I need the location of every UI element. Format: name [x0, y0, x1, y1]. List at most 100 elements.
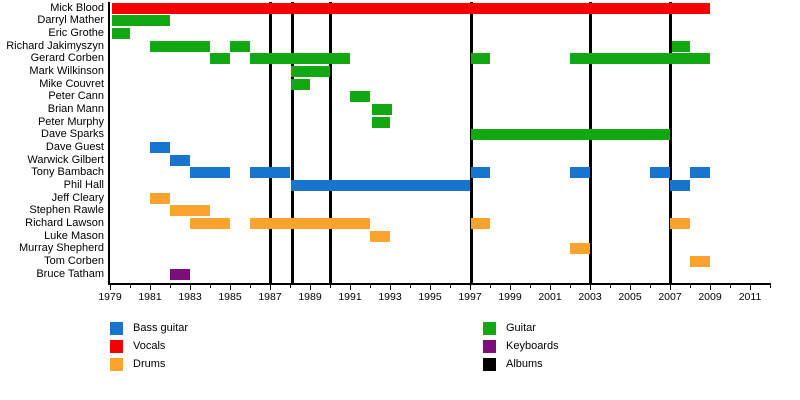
legend-swatch-vocals: [110, 340, 123, 353]
member-bar: [250, 53, 350, 65]
member-bar: [112, 2, 710, 14]
member-label: Peter Cann: [48, 90, 104, 103]
member-label: Brian Mann: [47, 102, 104, 115]
member-bar: [291, 179, 470, 191]
axis-tick: [769, 284, 771, 288]
axis-tick: [529, 284, 531, 288]
member-label: Tom Corben: [44, 254, 104, 267]
axis-tick: [349, 284, 351, 290]
axis-tick: [489, 284, 491, 288]
member-bar: [570, 167, 590, 179]
member-bar: [210, 53, 230, 65]
axis-tick: [509, 284, 511, 290]
member-bar: [690, 255, 710, 267]
axis-tick: [689, 284, 691, 288]
member-bar: [250, 167, 290, 179]
axis-tick: [609, 284, 611, 288]
member-label: Bruce Tatham: [36, 267, 104, 280]
axis-tick-label: 2003: [578, 290, 602, 303]
member-label: Mike Couvret: [39, 77, 104, 90]
axis-tick: [749, 284, 751, 290]
album-line: [469, 2, 473, 284]
member-bar: [170, 205, 210, 217]
album-line: [290, 2, 294, 284]
x-axis-line: [107, 282, 771, 285]
member-bar: [372, 103, 392, 115]
member-label: Phil Hall: [63, 178, 104, 191]
axis-tick-label: 1989: [298, 290, 322, 303]
member-bar: [690, 167, 710, 179]
member-label: Dave Guest: [45, 140, 104, 153]
member-label: Tony Bambach: [31, 166, 104, 179]
member-label: Gerard Corben: [30, 52, 104, 65]
axis-tick: [449, 284, 451, 288]
axis-tick-label: 2001: [538, 290, 562, 303]
member-label: Eric Grothe: [48, 26, 104, 39]
member-bar: [150, 40, 210, 52]
member-bar: [650, 167, 670, 179]
axis-tick-label: 1995: [418, 290, 442, 303]
legend-swatch-bass-guitar: [110, 322, 123, 335]
legend-label-bass-guitar: Bass guitar: [133, 322, 189, 334]
member-bar: [670, 217, 690, 229]
legend-swatch-drums: [110, 358, 123, 371]
axis-tick-label: 1983: [178, 290, 202, 303]
axis-tick-label: 2005: [618, 290, 642, 303]
member-bar: [112, 15, 170, 27]
axis-tick: [669, 284, 671, 290]
legend-swatch-guitar: [483, 322, 496, 335]
member-label: Peter Murphy: [37, 115, 104, 128]
member-bar: [291, 65, 330, 77]
axis-tick: [589, 284, 591, 290]
album-line: [588, 2, 592, 284]
member-bar: [170, 268, 190, 280]
axis-tick: [189, 284, 191, 290]
member-label: Mick Blood: [50, 1, 104, 14]
member-bar: [150, 141, 170, 153]
axis-tick: [109, 284, 111, 290]
member-bar: [471, 167, 490, 179]
member-label: Jeff Cleary: [51, 191, 104, 204]
member-label: Luke Mason: [44, 229, 104, 242]
axis-tick: [229, 284, 231, 290]
member-bar: [570, 53, 710, 65]
axis-tick-label: 1991: [338, 290, 362, 303]
member-label: Warwick Gilbert: [27, 153, 104, 166]
member-label: Stephen Rawle: [29, 204, 104, 217]
member-bar: [370, 230, 390, 242]
member-bar: [190, 167, 230, 179]
member-label: Richard Lawson: [25, 216, 104, 229]
member-bar: [150, 192, 170, 204]
axis-tick-label: 1999: [498, 290, 522, 303]
member-bar: [350, 91, 370, 103]
member-label: Richard Jakimyszyn: [6, 39, 104, 52]
axis-tick: [269, 284, 271, 290]
axis-tick: [469, 284, 471, 290]
axis-tick-label: 1979: [98, 290, 122, 303]
member-bar: [471, 53, 490, 65]
axis-tick: [429, 284, 431, 290]
member-bar: [471, 217, 490, 229]
member-bar: [112, 27, 130, 39]
member-bar: [670, 179, 690, 191]
axis-tick: [649, 284, 651, 288]
axis-tick-label: 2011: [738, 290, 762, 303]
axis-tick: [709, 284, 711, 290]
axis-tick-label: 2007: [658, 290, 682, 303]
member-bar: [672, 40, 690, 52]
axis-tick-label: 1981: [138, 290, 162, 303]
album-line: [328, 2, 332, 284]
axis-tick-label: 1997: [458, 290, 482, 303]
axis-tick: [369, 284, 371, 288]
member-bar: [250, 217, 370, 229]
member-label: Dave Sparks: [41, 128, 104, 141]
legend-swatch-albums: [483, 358, 496, 371]
axis-tick: [729, 284, 731, 288]
member-bar: [190, 217, 230, 229]
axis-tick: [389, 284, 391, 290]
member-bar: [170, 154, 190, 166]
album-line: [668, 2, 672, 284]
axis-tick: [569, 284, 571, 288]
axis-tick: [129, 284, 131, 288]
